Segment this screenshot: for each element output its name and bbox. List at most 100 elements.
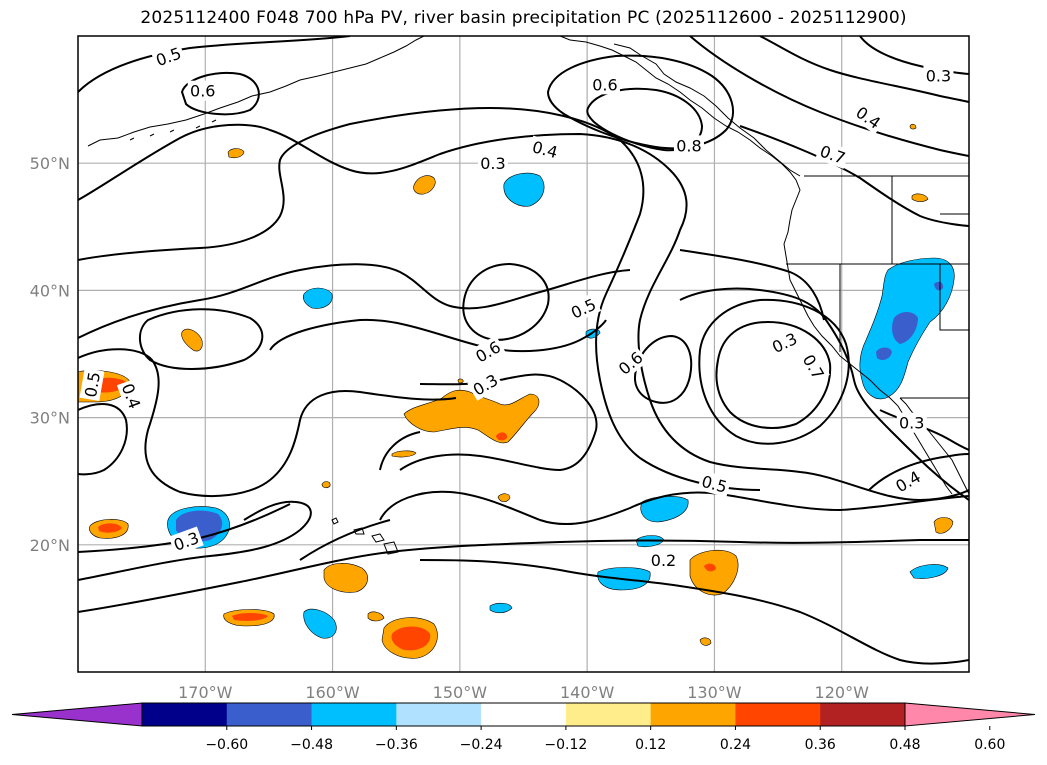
- contour-label: 0.3: [896, 412, 927, 433]
- contour-label-halo: [528, 135, 563, 163]
- colorbar-outline: [141, 702, 906, 727]
- pv-contour: [546, 54, 735, 150]
- contour-label-halo: [168, 526, 204, 556]
- contour-label-halo: [589, 74, 620, 95]
- contour-label-text: 0.3: [899, 414, 924, 433]
- lat-tick-label: 50°N: [30, 154, 70, 173]
- pv-contour: [78, 539, 969, 613]
- lon-tick-label: 120°W: [815, 683, 870, 702]
- map-frame: [77, 35, 970, 673]
- contour-label-halo: [648, 550, 679, 571]
- contour-label-halo: [612, 345, 649, 381]
- contour-label: 0.6: [469, 335, 506, 368]
- pv-contour: [379, 431, 421, 471]
- precip-core-orangered: [391, 626, 431, 651]
- contour-label-halo: [896, 412, 927, 433]
- colorbar-segment: [396, 703, 482, 726]
- precip-patch-blue: [909, 564, 949, 579]
- contour-label-halo: [815, 139, 851, 169]
- precip-patch-orange: [413, 175, 436, 195]
- precip-patch-orange: [323, 563, 368, 593]
- pv-contour: [78, 106, 761, 491]
- aleutian-dots: [129, 119, 217, 141]
- pv-contour: [634, 334, 693, 404]
- pv-contour: [180, 72, 260, 116]
- precip-patch-orange: [321, 481, 331, 489]
- colorbar-segment: [650, 703, 736, 726]
- gridlines: [78, 36, 969, 672]
- contour-label: 0.6: [187, 80, 218, 101]
- precip-patch-orange: [497, 493, 511, 502]
- contour-label-text: 0.8: [676, 136, 701, 155]
- contour-label: 0.3: [923, 65, 954, 86]
- map-frame-bg: [78, 36, 969, 672]
- contour-label: 0.2: [648, 550, 679, 571]
- precip-core-orangered: [232, 613, 268, 621]
- coastline-gulf-of-california: [899, 397, 969, 495]
- pv-contour: [759, 36, 969, 103]
- colorbar-extend-min: [11, 702, 143, 727]
- lat-tick-label: 30°N: [30, 409, 70, 428]
- contour-label-halo: [116, 378, 146, 414]
- contour-label-halo: [850, 100, 887, 135]
- contour-label-halo: [565, 292, 602, 324]
- pv-contour: [299, 519, 391, 561]
- contour-label-halo: [889, 465, 926, 498]
- contour-label-halo: [477, 153, 508, 174]
- precip-patch-blue: [303, 608, 337, 639]
- lon-tick-label: 150°W: [433, 683, 488, 702]
- pv-contour: [419, 559, 969, 665]
- lon-tick-label: 170°W: [178, 683, 233, 702]
- colorbar-tick-label: −0.48: [290, 737, 333, 753]
- precip-patch-orange: [391, 450, 417, 458]
- map-title: 2025112400 F048 700 hPa PV, river basin …: [140, 8, 907, 28]
- precip-core-royalblue: [934, 281, 944, 291]
- colorbar-segment: [820, 703, 906, 726]
- contour-label-text: 0.6: [592, 75, 617, 94]
- precip-patch-orange: [933, 517, 954, 534]
- precip-core-royalblue: [876, 347, 892, 360]
- contour-label-text: 0.3: [926, 66, 951, 85]
- coastline-gulf-of-alaska: [559, 36, 801, 221]
- contour-label-halo: [469, 335, 506, 368]
- contour-labels: 0.50.60.30.40.60.8 0.70.40.30.50.6 0.60.30…: [79, 41, 954, 571]
- border-states: [786, 176, 969, 399]
- pv-contour: [78, 348, 457, 497]
- precip-patch-orange: [699, 637, 712, 646]
- contour-label-halo: [150, 41, 186, 71]
- contour-label-text: 0.2: [651, 551, 676, 570]
- colorbar-tick-label: −0.36: [375, 737, 418, 753]
- colorbar-tick-label: 0.60: [974, 737, 1005, 753]
- coastlines: [87, 36, 969, 555]
- axis-labels: 170°W 160°W 150°W 140°W 130°W 120°W 20°N 30°N 40…: [30, 154, 869, 702]
- colorbar-tick-label: −0.24: [460, 737, 503, 753]
- precip-patch-blue: [302, 287, 333, 309]
- colorbar-segment: [481, 703, 567, 726]
- contour-label: 0.3: [477, 153, 508, 174]
- colorbar-segment: [565, 703, 652, 726]
- contour-label-text: 0.3: [480, 154, 505, 173]
- precip-patch-orange: [181, 328, 203, 352]
- colorbar-segment: [226, 703, 313, 726]
- precip-core-orangered: [704, 563, 716, 572]
- colorbar-tick-label: −0.60: [205, 737, 248, 753]
- pv-contour: [78, 263, 631, 339]
- lon-tick-label: 140°W: [560, 683, 615, 702]
- pv-contour: [462, 262, 550, 342]
- pv-contour: [78, 500, 312, 581]
- precip-patch-orange: [403, 389, 540, 444]
- coastline-alaska-aleutians: [87, 36, 425, 147]
- pv-contour: [679, 287, 969, 501]
- colorbar-segment: [142, 703, 228, 726]
- contour-label-halo: [673, 135, 704, 156]
- precip-core-royalblue: [892, 312, 918, 344]
- pv-contour: [679, 249, 825, 321]
- contour-label-halo: [187, 80, 218, 101]
- colorbar-segment: [735, 703, 821, 726]
- contour-label: 0.5: [79, 368, 105, 402]
- colorbar: −0.60 −0.48 −0.36 −0.24 −0.12 0.12 0.24 0.36 0.4…: [11, 702, 1036, 753]
- contour-label: 0.7: [815, 139, 851, 169]
- coastline-west-coast: [783, 219, 953, 495]
- contour-label-halo: [79, 368, 105, 402]
- contour-label-halo: [797, 348, 830, 385]
